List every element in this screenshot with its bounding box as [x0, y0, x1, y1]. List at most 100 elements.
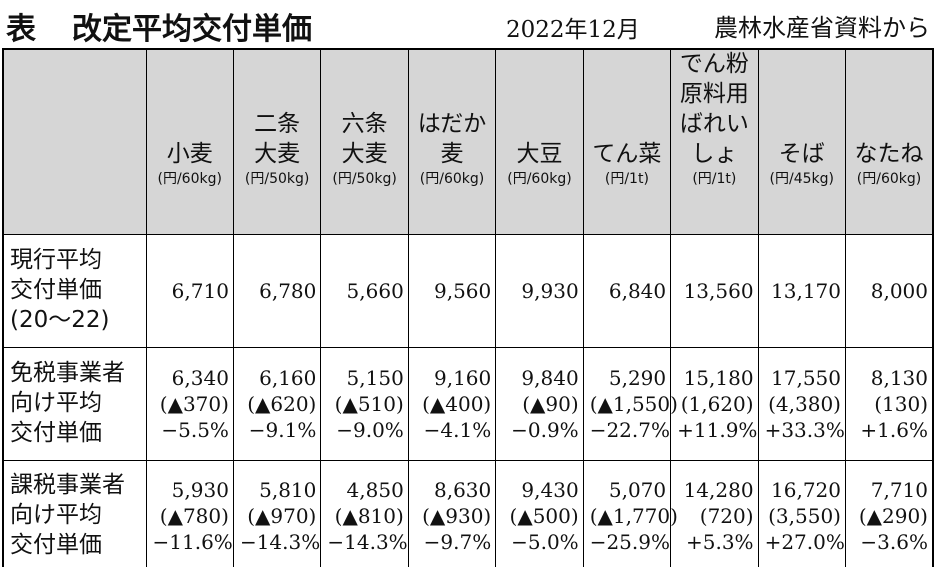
- cell-line: 8,630: [433, 478, 492, 502]
- corner-cell: [2, 48, 147, 235]
- column-header: 二条大麦 (円/50kg): [232, 48, 322, 235]
- cell: 9,930: [495, 233, 584, 348]
- column-name: 六条: [341, 110, 388, 137]
- cell: 8,130 (130) +1.6%: [845, 346, 934, 461]
- cell-line: 13,560: [683, 278, 754, 303]
- column-unit: (円/60kg): [157, 170, 222, 187]
- cell-line: (▲400): [422, 391, 492, 416]
- column-header: てん菜 (円/1t): [582, 48, 672, 235]
- cell: 9,430 (▲500) −5.0%: [495, 459, 584, 567]
- column-unit: (円/50kg): [244, 170, 310, 187]
- cell-line: (1,620): [680, 391, 754, 416]
- cell-line: −11.6%: [152, 530, 233, 554]
- cell-line: (▲1,770): [589, 504, 678, 528]
- column-unit: (円/45kg): [769, 170, 834, 187]
- cell: 15,180 (1,620) +11.9%: [670, 346, 759, 461]
- row-label-line: 交付単価: [10, 531, 102, 558]
- column-header: でん粉原料用ばれいしょ (円/1t): [670, 48, 759, 235]
- cell-line: (▲500): [509, 504, 579, 528]
- row-label-line: 向け平均: [10, 389, 102, 416]
- row-label-line: 交付単価: [10, 419, 102, 446]
- cell-line: 14,280: [683, 478, 754, 502]
- cell: 9,160 (▲400) −4.1%: [407, 346, 497, 461]
- row-label-line: 課税事業者: [10, 472, 125, 499]
- column-unit: (円/1t): [692, 170, 737, 187]
- cell-line: (▲810): [334, 504, 404, 528]
- column-unit: (円/1t): [604, 170, 649, 187]
- cell-line: −3.6%: [860, 530, 928, 554]
- cell: 6,340 (▲370) −5.5%: [145, 346, 234, 461]
- cell-line: 9,430: [521, 478, 579, 502]
- cell-line: 5,930: [171, 478, 229, 502]
- column-header: なたね (円/60kg): [845, 48, 934, 235]
- cell-line: −5.0%: [511, 530, 579, 554]
- column-header: 大豆 (円/60kg): [495, 48, 584, 235]
- cell-line: 6,160: [259, 365, 317, 390]
- column-name: ばれい: [679, 110, 749, 137]
- row-label: 現行平均 交付単価 (20〜22): [2, 233, 147, 348]
- cell-line: 6,710: [171, 278, 229, 303]
- cell-line: (▲290): [858, 504, 928, 528]
- cell-line: 5,290: [608, 365, 667, 390]
- cell-line: 5,810: [259, 478, 317, 502]
- column-name: しょ: [691, 140, 738, 167]
- cell-line: 9,840: [521, 365, 579, 390]
- cell-line: 5,660: [346, 278, 404, 303]
- cell-line: 6,340: [171, 365, 229, 390]
- cell-line: (▲90): [522, 391, 579, 416]
- column-name: 大麦: [254, 140, 301, 167]
- title: 改定平均交付単価: [72, 12, 312, 47]
- cell: 13,560: [670, 233, 759, 348]
- table-row: 課税事業者向け平均 交付単価 5,930 (▲780) −11.6% 5,810 (▲970…: [2, 459, 934, 567]
- cell-line: 5,070: [608, 478, 667, 502]
- cell-line: (▲780): [159, 504, 229, 528]
- cell: 5,290 (▲1,550) −22.7%: [582, 346, 678, 461]
- cell-line: −14.3%: [239, 530, 321, 554]
- cell: 5,810 (▲970) −14.3%: [232, 459, 322, 567]
- cell-line: −4.1%: [423, 417, 492, 442]
- cell: 16,720 (3,550) +27.0%: [757, 459, 847, 567]
- cell-line: −9.7%: [423, 530, 492, 554]
- cell-line: 8,000: [870, 278, 928, 303]
- cell: 6,710: [145, 233, 234, 348]
- column-unit: (円/60kg): [419, 170, 485, 187]
- column-unit: (円/50kg): [332, 170, 397, 187]
- column-header: そば (円/45kg): [757, 48, 847, 235]
- cell-line: (▲1,550): [589, 391, 678, 416]
- cell-line: 7,710: [870, 478, 928, 502]
- cell-line: 6,840: [608, 278, 667, 303]
- cell-line: +5.3%: [685, 530, 754, 554]
- cell-line: +1.6%: [860, 417, 928, 442]
- cell-line: 13,170: [771, 278, 841, 303]
- column-name: そば: [778, 140, 825, 167]
- column-header: 六条大麦 (円/50kg): [320, 48, 409, 235]
- cell-line: (▲370): [159, 391, 229, 416]
- cell: 9,840 (▲90) −0.9%: [495, 346, 584, 461]
- row-label-line: 現行平均: [10, 246, 102, 273]
- column-name: 二条: [254, 110, 301, 137]
- cell: 6,840: [582, 233, 672, 348]
- cell: 13,170: [757, 233, 847, 348]
- cell: 6,780: [232, 233, 322, 348]
- column-name: 大麦: [341, 140, 388, 167]
- header: 表 改定平均交付単価 2022年12月 農林水産省資料から: [4, 0, 932, 47]
- row-label: 課税事業者向け平均 交付単価: [2, 459, 147, 567]
- column-name: 原料用: [679, 80, 749, 107]
- row-label-line: 向け平均: [10, 502, 102, 529]
- column-name: でん粉: [679, 51, 749, 77]
- cell-line: 16,720: [771, 478, 841, 502]
- cell: 8,000: [845, 233, 934, 348]
- header-row: 小麦 (円/60kg) 二条 大麦 (円/50kg) 六条 大麦 (円/50kg) はだか麦 (円…: [2, 48, 934, 235]
- cell-line: 17,550: [771, 365, 841, 390]
- cell-line: 5,150: [346, 365, 404, 390]
- cell-line: (▲930): [422, 504, 492, 528]
- column-header: はだか麦 (円/60kg): [407, 48, 497, 235]
- cell-line: (130): [874, 391, 928, 416]
- cell: 8,630 (▲930) −9.7%: [407, 459, 497, 567]
- cell-line: −5.5%: [161, 417, 229, 442]
- cell-line: (▲620): [247, 391, 317, 416]
- cell-line: (4,380): [768, 391, 841, 416]
- cell: 17,550 (4,380) +33.3%: [757, 346, 847, 461]
- cell: 5,660: [320, 233, 409, 348]
